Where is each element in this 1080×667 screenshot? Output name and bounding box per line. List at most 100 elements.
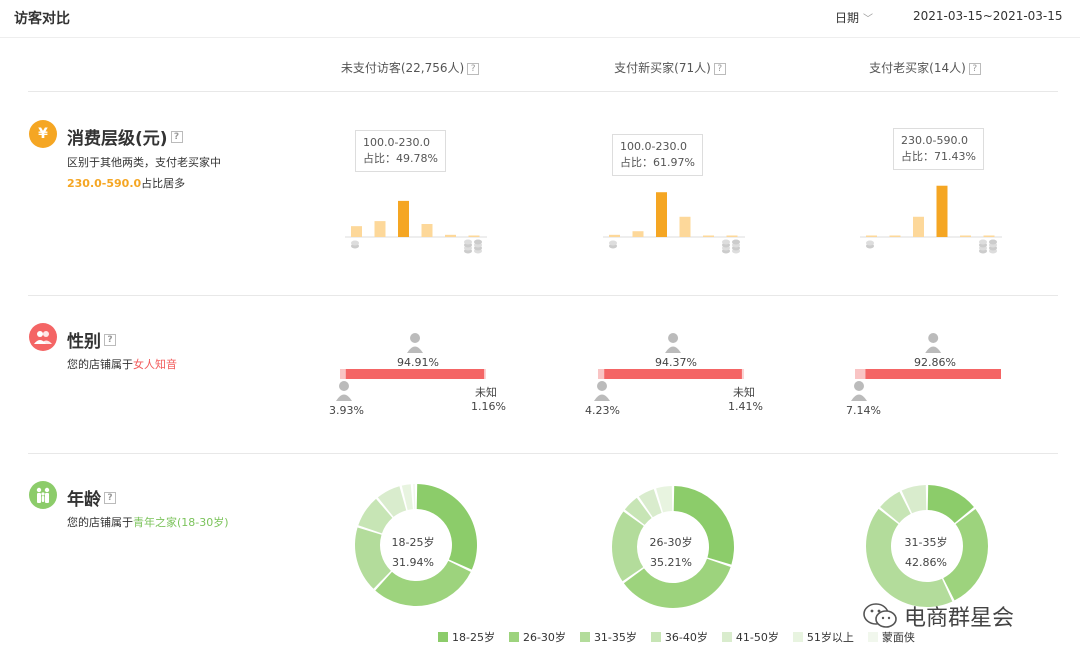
legend-item[interactable]: 51岁以上 bbox=[792, 629, 854, 645]
legend-label: 蒙面侠 bbox=[881, 631, 915, 644]
coin-stack-icon bbox=[979, 239, 997, 254]
age-legend: 18-25岁 26-30岁 31-35岁 36-40岁 41-50岁 51岁以上… bbox=[438, 629, 915, 645]
help-icon[interactable]: ? bbox=[104, 333, 116, 346]
donut-center-value: 31.94% bbox=[392, 556, 434, 569]
tooltip-share: 占比：71.43% bbox=[901, 150, 976, 163]
donut-center-value: 35.21% bbox=[650, 556, 692, 569]
page-title: 访客对比 bbox=[14, 11, 70, 27]
person-head bbox=[597, 381, 607, 391]
donut-slice bbox=[355, 527, 391, 589]
person-body bbox=[925, 346, 942, 353]
bar bbox=[445, 234, 456, 237]
bar bbox=[889, 235, 901, 237]
legend-swatch bbox=[650, 632, 661, 642]
person-body bbox=[851, 394, 867, 401]
coin bbox=[866, 240, 874, 246]
legend-swatch bbox=[579, 632, 590, 642]
unknown-percent: 1.16% bbox=[471, 400, 506, 413]
coin-icon bbox=[609, 240, 617, 249]
person-body bbox=[594, 394, 610, 401]
donut-slice bbox=[865, 508, 953, 608]
consumption-section-title: 消费层级(元)? bbox=[67, 124, 183, 149]
highlight-range: 230.0-590.0 bbox=[67, 177, 142, 190]
chevron-down-icon: ﹀ bbox=[863, 14, 874, 25]
column-header-returning-buyer: 支付老买家(14人)? bbox=[805, 59, 1045, 76]
male-percent: 3.93% bbox=[329, 404, 364, 417]
legend-item[interactable]: 36-40岁 bbox=[650, 629, 708, 645]
chart-tooltip: 100.0-230.0 占比：49.78% bbox=[355, 130, 446, 172]
legend-label: 41-50岁 bbox=[735, 631, 779, 644]
legend-item[interactable]: 41-50岁 bbox=[721, 629, 779, 645]
donut-slice bbox=[901, 485, 927, 514]
donut-center-label: 26-30岁 bbox=[649, 536, 693, 549]
donut-slice bbox=[375, 560, 471, 606]
male-percent: 7.14% bbox=[846, 404, 881, 417]
help-icon[interactable]: ? bbox=[170, 130, 183, 143]
donut-slice bbox=[612, 511, 644, 582]
unknown-label: 未知 bbox=[475, 386, 497, 399]
column-header-new-buyer: 支付新买家(71人)? bbox=[550, 59, 790, 76]
donut-slice bbox=[943, 508, 988, 601]
help-icon[interactable]: ? bbox=[104, 491, 116, 504]
unknown-percent: 1.41% bbox=[728, 400, 763, 413]
tooltip-range: 100.0-230.0 bbox=[620, 140, 687, 153]
tooltip-share: 占比：61.97% bbox=[620, 156, 695, 169]
legend-item[interactable]: 26-30岁 bbox=[508, 629, 566, 645]
donut-slice bbox=[623, 558, 731, 608]
coin-stack-icon bbox=[722, 239, 740, 254]
bar bbox=[913, 216, 924, 237]
watermark-text: 电商群星会 bbox=[904, 606, 1015, 631]
family-icon bbox=[29, 481, 57, 509]
section-title-text: 年龄 bbox=[67, 490, 101, 510]
person-icon bbox=[665, 333, 682, 353]
column-label: 支付新买家(71人) bbox=[614, 61, 711, 75]
unknown-bar bbox=[741, 369, 745, 379]
highlight-label: 青年之家(18-30岁) bbox=[133, 516, 229, 529]
date-granularity-select[interactable]: 日期 ﹀ bbox=[835, 9, 873, 26]
consumption-desc-2: 230.0-590.0占比居多 bbox=[67, 175, 185, 191]
age-donut-charts bbox=[355, 484, 988, 608]
female-percent: 94.37% bbox=[655, 356, 697, 369]
donut-slice bbox=[413, 484, 416, 510]
bar bbox=[421, 224, 433, 237]
bar bbox=[936, 185, 948, 237]
unknown-label: 未知 bbox=[733, 386, 755, 399]
legend-item[interactable]: 31-35岁 bbox=[579, 629, 637, 645]
donut-center: 26-30岁 35.21% bbox=[638, 533, 704, 573]
consumption-bar-charts bbox=[345, 185, 1002, 254]
legend-item[interactable]: 18-25岁 bbox=[438, 629, 495, 645]
bar bbox=[726, 235, 738, 237]
divider bbox=[28, 91, 1058, 92]
person-head bbox=[668, 333, 679, 343]
donut-center-label: 18-25岁 bbox=[391, 536, 435, 549]
help-icon[interactable]: ? bbox=[968, 62, 981, 75]
section-title-text: 消费层级(元) bbox=[67, 129, 168, 149]
female-bar bbox=[604, 369, 742, 379]
bar bbox=[866, 235, 877, 237]
legend-item[interactable]: 蒙面侠 bbox=[867, 629, 915, 645]
column-label: 支付老买家(14人) bbox=[869, 61, 966, 75]
coin bbox=[979, 239, 987, 245]
gender-desc: 您的店铺属于女人知音 bbox=[67, 356, 177, 372]
person-body bbox=[407, 346, 424, 353]
person-icon bbox=[925, 333, 942, 353]
bar bbox=[679, 216, 691, 237]
donut-slice bbox=[673, 486, 734, 565]
divider bbox=[28, 295, 1058, 296]
donut-slice bbox=[656, 486, 673, 513]
date-range[interactable]: 2021-03-15~2021-03-15 bbox=[913, 9, 1063, 23]
coin-icon bbox=[351, 240, 359, 249]
legend-label: 31-35岁 bbox=[593, 631, 637, 644]
desc-pre: 您的店铺属于 bbox=[67, 516, 133, 529]
person-head bbox=[854, 381, 864, 391]
gender-bar-charts bbox=[336, 333, 1001, 401]
legend-label: 26-30岁 bbox=[522, 631, 566, 644]
help-icon[interactable]: ? bbox=[467, 62, 480, 75]
person-icon bbox=[594, 381, 610, 401]
legend-swatch bbox=[867, 632, 878, 642]
bar bbox=[656, 192, 667, 237]
wechat-icon bbox=[863, 603, 897, 628]
legend-swatch bbox=[721, 632, 732, 642]
coin bbox=[609, 240, 617, 246]
help-icon[interactable]: ? bbox=[713, 62, 726, 75]
